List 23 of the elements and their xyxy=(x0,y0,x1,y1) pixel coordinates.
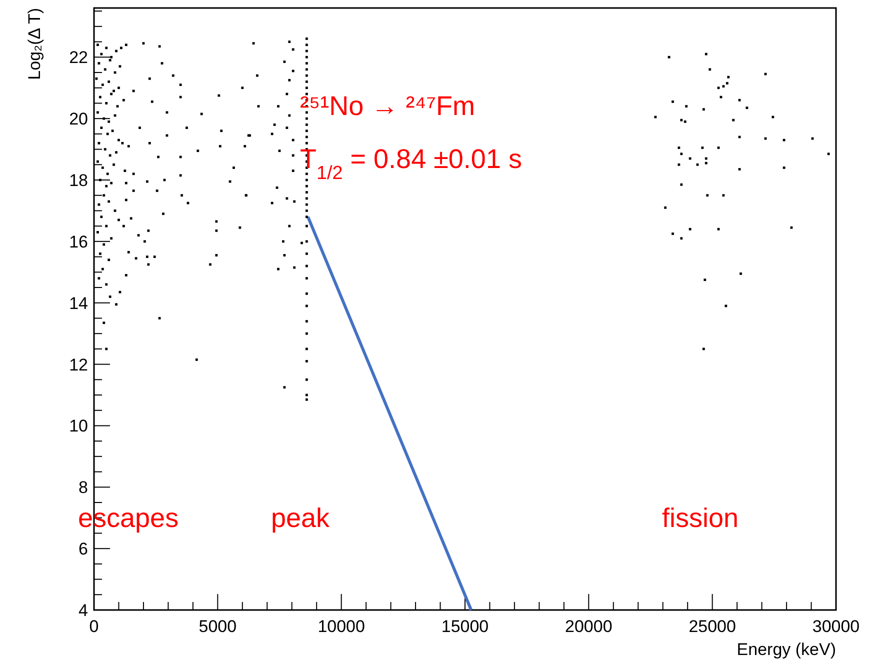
annotation: T$_{1/2}$ = 0.84 ±0.01 s xyxy=(300,144,522,184)
x-axis-title: Energy (keV) xyxy=(736,640,836,659)
x-tick-label: 25000 xyxy=(688,617,736,636)
x-tick-label: 10000 xyxy=(318,617,365,636)
y-tick-label: 12 xyxy=(69,355,88,374)
y-tick-label: 6 xyxy=(78,540,88,559)
annotation: ²⁵¹No → ²⁴⁷Fm xyxy=(300,91,476,121)
y-tick-label: 22 xyxy=(69,48,88,68)
x-tick-label: 20000 xyxy=(565,617,612,636)
y-tick-label: 16 xyxy=(69,232,88,252)
y-tick-label: 18 xyxy=(69,171,88,190)
y-tick-label: 4 xyxy=(78,601,88,620)
x-tick-label: 15000 xyxy=(441,617,489,636)
annotation: peak xyxy=(271,503,330,533)
x-tick-label: 5000 xyxy=(198,617,237,636)
y-tick-label: 10 xyxy=(69,416,88,436)
annotation: fission xyxy=(662,503,739,533)
x-tick-label: 30000 xyxy=(812,617,860,636)
y-tick-label: 8 xyxy=(78,478,88,498)
y-tick-label: 14 xyxy=(69,294,88,313)
x-tick-label: 0 xyxy=(89,617,99,636)
y-tick-label: 20 xyxy=(69,110,88,129)
y-axis-title: Log₂(Δ T) xyxy=(25,8,44,80)
